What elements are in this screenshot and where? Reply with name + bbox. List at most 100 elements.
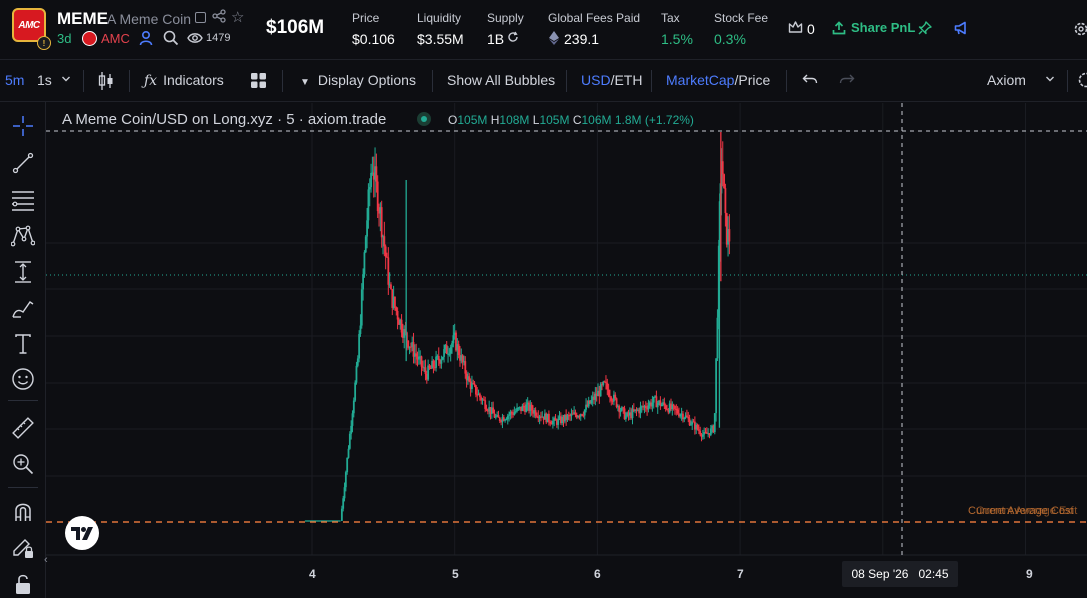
candle-body bbox=[593, 396, 595, 400]
lock-drawing-tool[interactable] bbox=[9, 534, 37, 562]
candle-body bbox=[555, 420, 558, 425]
provider-select[interactable]: Axiom bbox=[987, 72, 1026, 88]
pin-icon[interactable] bbox=[918, 21, 932, 35]
interval-5m[interactable]: 5m bbox=[5, 72, 25, 88]
share-pnl-label: Share PnL bbox=[851, 20, 916, 35]
crosshair-tool[interactable] bbox=[9, 112, 37, 140]
amc-icon bbox=[82, 31, 97, 46]
metric-marketcap: MarketCap bbox=[666, 72, 735, 88]
undo-icon[interactable] bbox=[802, 74, 818, 86]
fib-retracement-tool[interactable] bbox=[9, 186, 37, 214]
candle-body bbox=[510, 412, 513, 414]
currency-toggle[interactable]: USD/ETH bbox=[581, 72, 642, 88]
brush-tool[interactable] bbox=[9, 295, 37, 323]
candle-body bbox=[627, 412, 630, 416]
star-icon[interactable]: ☆ bbox=[231, 9, 245, 26]
tradingview-logo[interactable] bbox=[65, 516, 99, 550]
layout-grid-icon[interactable] bbox=[250, 72, 267, 89]
candle-body bbox=[460, 355, 463, 361]
amc-label[interactable]: AMC bbox=[101, 31, 130, 46]
candle-body bbox=[463, 361, 465, 363]
refresh-icon[interactable] bbox=[507, 31, 519, 43]
lock-tool[interactable] bbox=[9, 570, 37, 598]
token-name: A Meme Coin bbox=[107, 11, 192, 27]
candle-body bbox=[545, 413, 548, 423]
candle-body bbox=[415, 353, 418, 357]
candle-body bbox=[498, 417, 501, 422]
price-range-icon bbox=[15, 261, 31, 283]
candle-body bbox=[715, 358, 718, 414]
candle-body bbox=[467, 376, 469, 381]
megaphone-icon[interactable] bbox=[954, 21, 969, 35]
candle-style-icon[interactable] bbox=[98, 71, 114, 91]
measure-tool[interactable] bbox=[9, 258, 37, 286]
candle-body bbox=[396, 310, 399, 320]
collapse-chevron-icon[interactable]: ‹ bbox=[44, 554, 48, 566]
candle-body bbox=[688, 418, 691, 426]
redo-icon[interactable] bbox=[839, 74, 855, 86]
candle-body bbox=[648, 402, 651, 406]
zoom-tool[interactable] bbox=[9, 450, 37, 478]
ruler-tool[interactable] bbox=[9, 414, 37, 442]
metric-toggle[interactable]: MarketCap/Price bbox=[666, 72, 770, 88]
candle-body bbox=[636, 409, 639, 411]
candle-body bbox=[529, 404, 532, 411]
live-status-dot[interactable] bbox=[417, 112, 431, 126]
candle-body bbox=[486, 410, 489, 412]
chart-settings-gear-icon[interactable] bbox=[1077, 71, 1087, 89]
crosshair-time-label: 08 Sep '26 02:45 bbox=[842, 561, 958, 587]
indicators-button[interactable]: ƒx Indicators bbox=[144, 72, 224, 89]
candle-body bbox=[457, 344, 460, 356]
magnet-tool[interactable] bbox=[9, 498, 37, 526]
candle-body bbox=[659, 400, 662, 407]
crown-icon[interactable] bbox=[788, 20, 803, 34]
share-pnl-button[interactable]: Share PnL bbox=[832, 20, 915, 35]
pencil-lock-icon bbox=[13, 539, 33, 558]
average-exit-label: Current Average Exit bbox=[976, 505, 1078, 517]
trend-line-tool[interactable] bbox=[9, 149, 37, 177]
settings-gear-icon[interactable] bbox=[1073, 21, 1087, 37]
candle-body bbox=[613, 394, 615, 402]
text-tool[interactable] bbox=[9, 330, 37, 358]
display-options-label: Display Options bbox=[317, 72, 416, 88]
supply-label: Supply bbox=[487, 11, 524, 25]
interval-1s[interactable]: 1s bbox=[37, 72, 52, 88]
zoom-in-icon bbox=[13, 454, 34, 475]
chevron-down-icon[interactable] bbox=[1045, 75, 1055, 83]
candle-body bbox=[342, 498, 345, 509]
candle-body bbox=[384, 246, 387, 257]
candle-body bbox=[431, 360, 434, 369]
candle-body bbox=[713, 413, 716, 433]
candle-body bbox=[586, 404, 589, 407]
candle-body bbox=[352, 400, 355, 414]
candle-body bbox=[727, 229, 729, 245]
pattern-tool[interactable] bbox=[9, 222, 37, 250]
candle-body bbox=[675, 408, 678, 410]
candle-body bbox=[541, 416, 544, 418]
price-chart[interactable] bbox=[46, 103, 1087, 598]
candle-body bbox=[578, 416, 581, 418]
candle-body bbox=[522, 405, 525, 408]
candle-body bbox=[525, 404, 528, 412]
candle-body bbox=[443, 349, 445, 357]
display-options-button[interactable]: ▼ Display Options bbox=[300, 72, 416, 88]
share-icon[interactable] bbox=[212, 9, 226, 23]
person-icon[interactable] bbox=[139, 30, 153, 46]
candle-body bbox=[490, 407, 493, 414]
candle-body bbox=[606, 383, 609, 390]
chevron-down-icon[interactable] bbox=[61, 75, 71, 83]
show-all-bubbles-button[interactable]: Show All Bubbles bbox=[447, 72, 556, 88]
token-logo[interactable]: AMC bbox=[12, 8, 46, 42]
emoji-tool[interactable] bbox=[9, 365, 37, 393]
candle-body bbox=[594, 393, 597, 400]
candle-body bbox=[447, 353, 449, 355]
candle-body bbox=[583, 409, 586, 416]
copy-icon[interactable] bbox=[195, 12, 206, 23]
candle-body bbox=[429, 368, 432, 370]
candle-body bbox=[655, 396, 658, 408]
candle-body bbox=[416, 356, 419, 360]
toolbar-divider bbox=[432, 70, 433, 92]
candle-body bbox=[520, 406, 522, 411]
search-icon[interactable] bbox=[163, 30, 179, 46]
candle-body bbox=[473, 383, 476, 386]
